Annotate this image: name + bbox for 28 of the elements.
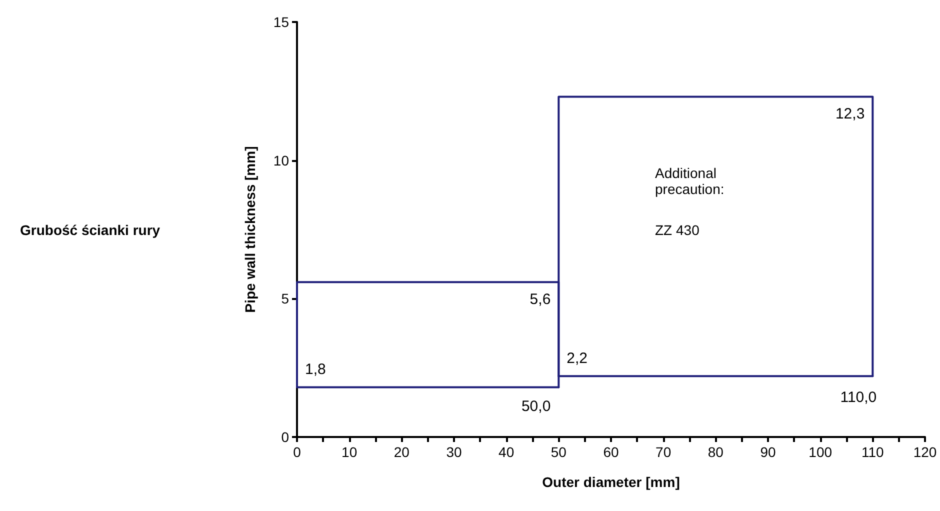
x-tick-label: 0 — [293, 444, 302, 460]
y-tick-label: 15 — [273, 14, 290, 30]
x-tick-label: 40 — [498, 444, 514, 460]
x-tick-label: 70 — [656, 444, 672, 460]
x-tick-label: 110 — [862, 444, 884, 460]
annotation: Additional precaution: — [655, 165, 724, 197]
text: Grubość ścianki rury — [20, 222, 160, 238]
x-axis-title: Outer diameter [mm] — [542, 474, 680, 490]
x-tick-label: 60 — [603, 444, 619, 460]
annotation: ZZ 430 — [655, 222, 700, 238]
x-tick-label: 30 — [446, 444, 462, 460]
annotation: 50,0 — [521, 398, 551, 416]
annotation: 5,6 — [530, 291, 551, 308]
annotation: 1,8 — [305, 361, 326, 378]
y-tick-label: 0 — [281, 429, 290, 445]
x-tick-label: 90 — [760, 444, 776, 460]
y-tick-label: 10 — [273, 152, 290, 168]
x-tick-label: 80 — [708, 444, 724, 460]
annotation: 2,2 — [566, 350, 588, 368]
x-tick-label: 20 — [394, 444, 410, 460]
annotation: 12,3 — [835, 106, 865, 123]
x-tick-label: 120 — [913, 444, 937, 460]
x-tick-label: 100 — [808, 444, 832, 460]
x-tick-label: 10 — [342, 444, 358, 460]
y-axis-title: Pipe wall thickness [mm] — [242, 146, 258, 313]
x-tick-label: 50 — [550, 444, 567, 460]
annotation: 110,0 — [840, 389, 877, 406]
y-tick-label: 5 — [281, 290, 290, 307]
